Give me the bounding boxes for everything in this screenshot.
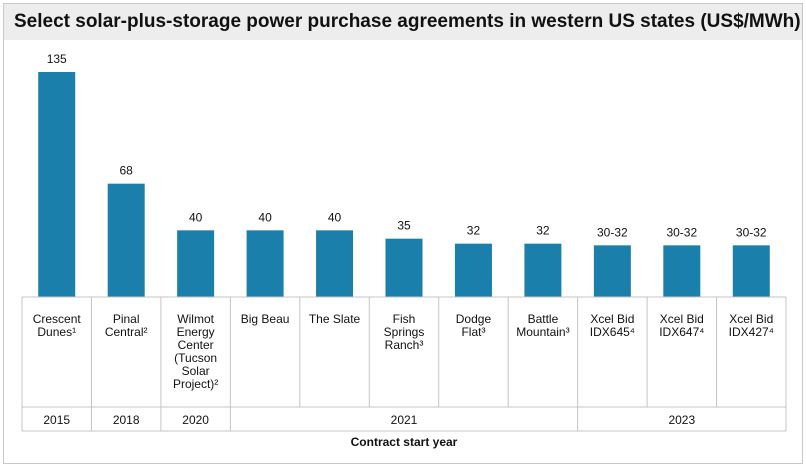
value-label: 30-32 — [597, 225, 628, 239]
value-label: 30-32 — [666, 225, 697, 239]
value-label: 40 — [328, 210, 342, 224]
value-label: 40 — [189, 210, 203, 224]
category-label: Wilmot Energy Center (Tucson Solar Project)² — [173, 312, 218, 391]
year-label: 2023 — [668, 413, 695, 427]
bar — [38, 72, 76, 297]
category-label: Pinal Central² — [105, 312, 148, 339]
value-label: 30-32 — [736, 225, 767, 239]
bar — [732, 245, 770, 297]
value-label: 35 — [397, 219, 411, 233]
value-label: 68 — [120, 164, 134, 178]
value-label: 32 — [536, 224, 550, 238]
year-label: 2020 — [182, 413, 209, 427]
x-axis-title: Contract start year — [351, 435, 458, 449]
category-label: Big Beau — [241, 312, 290, 326]
bar — [316, 230, 354, 297]
value-label: 135 — [47, 52, 67, 66]
bar — [385, 238, 423, 297]
bar — [177, 230, 215, 297]
category-label: Fish Springs Ranch³ — [384, 312, 425, 352]
category-label: The Slate — [309, 312, 361, 326]
bar — [246, 230, 284, 297]
category-label: Xcel Bid IDX647⁴ — [659, 312, 704, 339]
year-label: 2021 — [391, 413, 418, 427]
year-label: 2018 — [113, 413, 140, 427]
bar — [663, 245, 701, 297]
category-label: Xcel Bid IDX645⁴ — [590, 312, 635, 339]
bar — [524, 243, 562, 297]
bar — [454, 243, 492, 297]
year-label: 2015 — [43, 413, 70, 427]
title-bar: Select solar-plus-storage power purchase… — [4, 4, 802, 40]
category-label: Battle Mountain³ — [516, 312, 569, 339]
chart-title: Select solar-plus-storage power purchase… — [14, 11, 801, 32]
bar — [107, 183, 145, 297]
category-label: Crescent Dunes¹ — [33, 312, 82, 339]
value-label: 40 — [258, 210, 272, 224]
category-label: Xcel Bid IDX427⁴ — [729, 312, 774, 339]
bar — [593, 245, 631, 297]
category-label: Dodge Flat³ — [456, 312, 492, 339]
value-label: 32 — [467, 224, 481, 238]
